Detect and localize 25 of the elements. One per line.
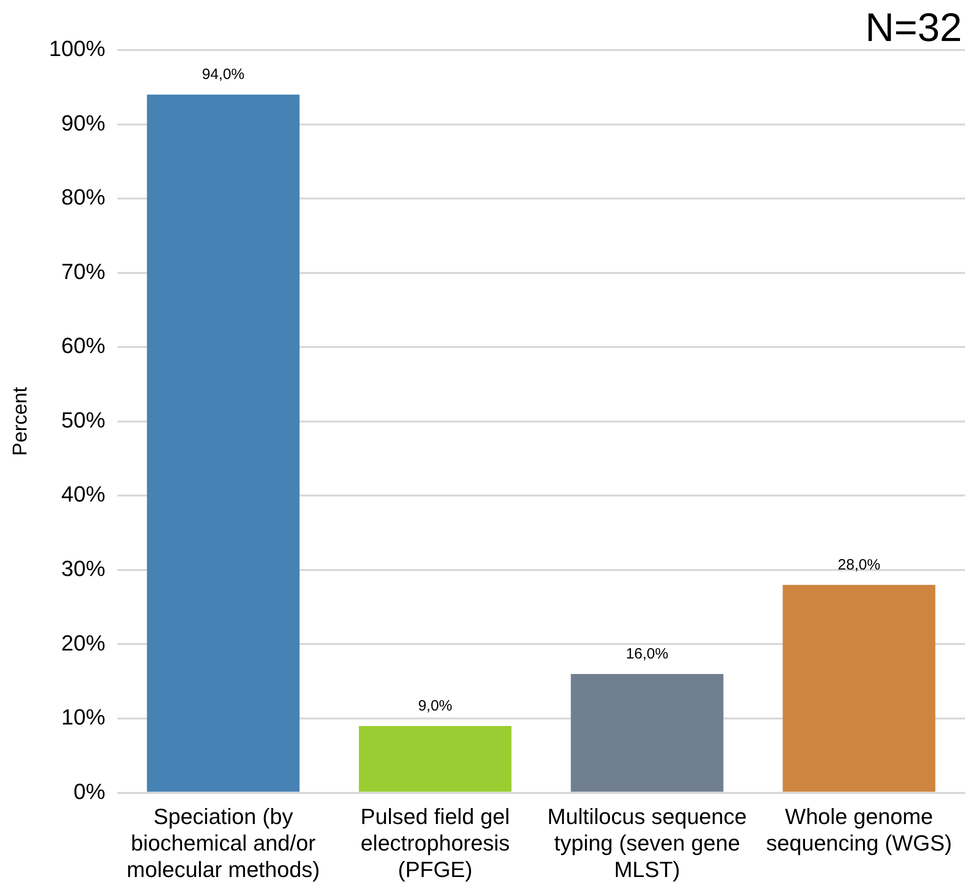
x-tick-label: Whole genome sequencing (WGS) xyxy=(766,804,952,856)
y-tick-label: 70% xyxy=(61,258,106,284)
y-tick-label: 80% xyxy=(61,184,106,210)
y-tick-label: 50% xyxy=(61,407,106,432)
y-tick-label: 10% xyxy=(61,704,106,730)
data-label: 94,0% xyxy=(202,66,245,84)
y-tick-label: 60% xyxy=(61,333,106,358)
data-label: 9,0% xyxy=(418,698,452,715)
bar xyxy=(146,94,300,792)
bar xyxy=(570,674,724,792)
data-label: 28,0% xyxy=(838,556,880,574)
text: N=32 xyxy=(865,6,962,50)
y-tick-label: 30% xyxy=(61,556,106,582)
bar xyxy=(782,584,936,792)
y-tick-label: 20% xyxy=(61,630,106,656)
y-axis-title: Percent xyxy=(10,386,32,456)
x-tick-label: Pulsed field gel electrophoresis (PFGE) xyxy=(360,804,510,882)
x-tick-label: Speciation (by biochemical and/or molecular methods) xyxy=(126,804,320,882)
data-label: 16,0% xyxy=(626,646,668,663)
y-tick-label: 40% xyxy=(61,482,106,507)
bar xyxy=(358,726,512,792)
x-tick-label: Multilocus sequence typing (seven gene MLST) xyxy=(547,804,747,882)
y-tick-label: 0% xyxy=(73,778,106,804)
y-tick-label: 100% xyxy=(48,36,106,62)
y-tick-label: 90% xyxy=(61,110,106,136)
